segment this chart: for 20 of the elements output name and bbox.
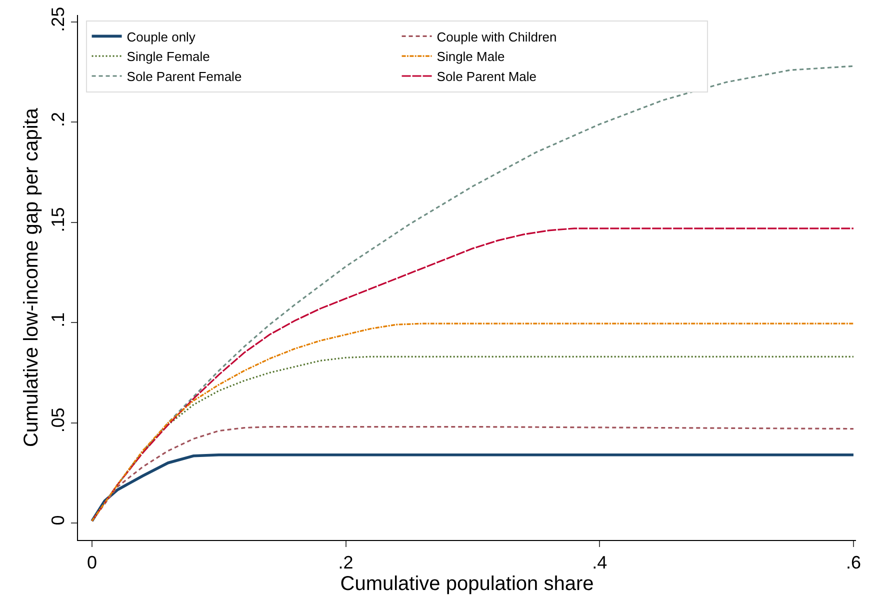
y-tick-label: .1 bbox=[48, 312, 68, 328]
y-axis-title: Cumulative low-income gap per capita bbox=[20, 107, 42, 448]
x-tick-label: .4 bbox=[592, 552, 608, 573]
y-tick-label: .15 bbox=[48, 207, 68, 232]
x-tick-label: 0 bbox=[86, 552, 97, 573]
legend-label: Single Female bbox=[126, 49, 210, 64]
x-tick-label: .6 bbox=[846, 552, 861, 573]
y-tick-label: 0 bbox=[48, 515, 68, 526]
y-tick-label: .05 bbox=[48, 408, 68, 433]
y-tick-label: .2 bbox=[48, 112, 68, 128]
x-axis-title: Cumulative population share bbox=[340, 573, 594, 596]
legend-label: Couple with Children bbox=[436, 29, 557, 44]
line-series bbox=[91, 322, 854, 522]
legend-label: Sole Parent Female bbox=[126, 69, 242, 84]
legend-label: Sole Parent Male bbox=[436, 69, 537, 84]
legend-label: Couple only bbox=[126, 29, 196, 44]
x-tick-label: .2 bbox=[338, 552, 354, 573]
line-series bbox=[90, 453, 855, 522]
legend-label: Single Male bbox=[436, 49, 505, 64]
y-tick-label: .25 bbox=[48, 6, 68, 32]
